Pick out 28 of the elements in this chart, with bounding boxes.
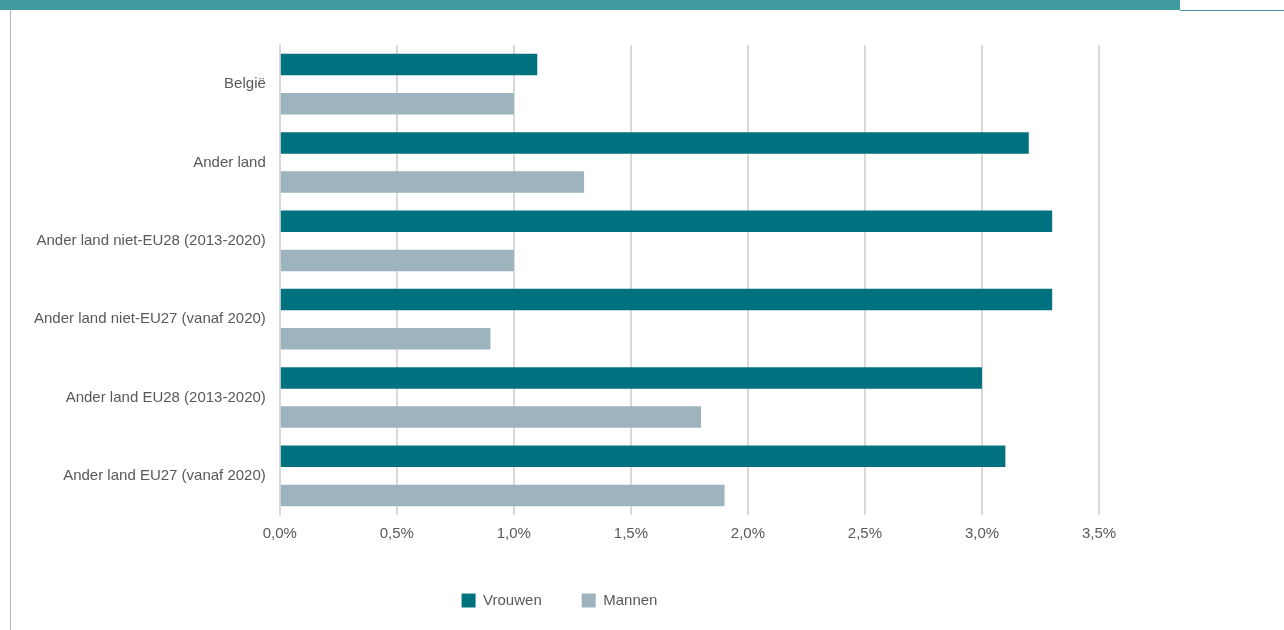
bar xyxy=(280,327,491,350)
x-tick-label: 0,5% xyxy=(379,524,414,542)
bar xyxy=(280,92,514,115)
bar xyxy=(280,249,514,272)
bar xyxy=(280,53,538,76)
x-tick-label: 1,0% xyxy=(496,524,531,542)
y-tick-label: Ander land niet-EU27 (vanaf 2020) xyxy=(34,309,266,327)
y-tick-label: Ander land niet-EU28 (2013-2020) xyxy=(36,230,266,248)
legend-label: Vrouwen xyxy=(483,590,542,608)
bar xyxy=(280,406,702,428)
bar xyxy=(280,484,725,507)
x-tick-label: 3,5% xyxy=(1081,524,1117,542)
bar xyxy=(280,132,1029,154)
y-tick-label: Ander land EU28 (2013-2020) xyxy=(65,387,266,405)
bar xyxy=(280,210,1053,233)
bar xyxy=(280,171,585,193)
y-tick-label: Ander land EU27 (vanaf 2020) xyxy=(63,465,266,483)
x-tick-label: 2,0% xyxy=(730,524,766,542)
bar xyxy=(280,288,1053,311)
y-tick-label: Ander land xyxy=(193,152,266,170)
x-tick-label: 1,5% xyxy=(613,524,648,542)
legend-label: Mannen xyxy=(603,590,658,608)
x-tick-label: 3,0% xyxy=(964,524,1000,542)
x-tick-label: 0,0% xyxy=(262,524,297,542)
bar xyxy=(280,445,1006,468)
bar xyxy=(280,367,982,389)
y-tick-label: België xyxy=(224,74,266,92)
x-tick-label: 2,5% xyxy=(847,524,883,542)
